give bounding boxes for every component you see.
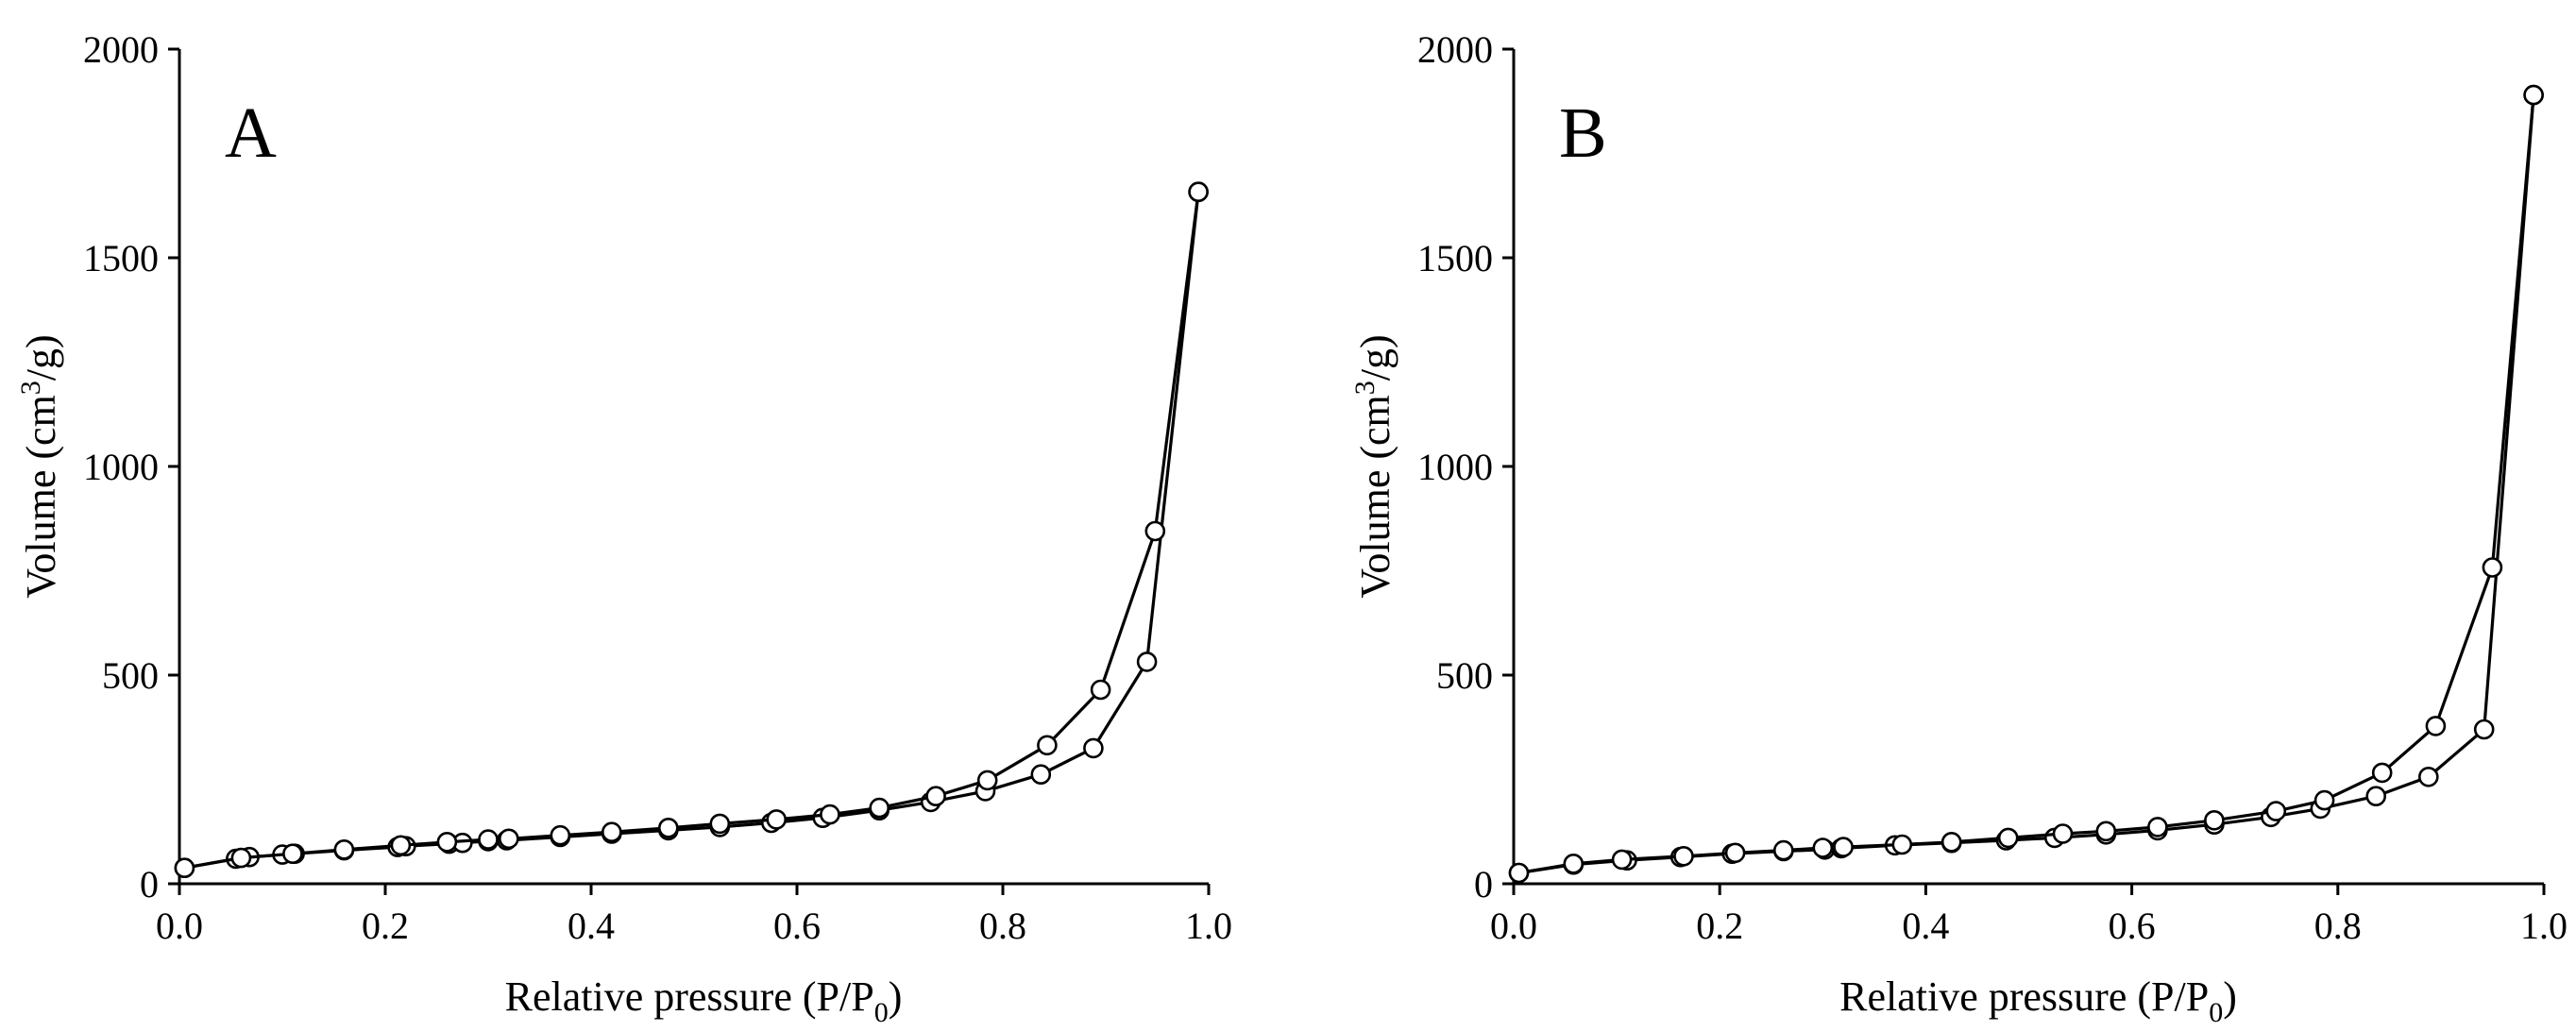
y-axis-title-superscript: 3	[15, 381, 46, 395]
x-tick-label: 0.6	[773, 905, 821, 947]
y-tick-label: 1000	[1417, 446, 1493, 488]
adsorption-data-point	[1030, 764, 1052, 786]
desorption-data-point	[2482, 557, 2503, 578]
y-axis-title-close: /g)	[1352, 334, 1398, 381]
desorption-data-point	[1812, 837, 1834, 858]
desorption-data-point	[2313, 789, 2335, 811]
desorption-data-point	[478, 829, 499, 850]
desorption-data-point	[174, 857, 195, 879]
desorption-data-point	[1833, 837, 1854, 857]
y-axis-title-close: /g)	[18, 334, 64, 381]
desorption-data-point	[976, 770, 998, 791]
adsorption-data-point	[2473, 719, 2495, 740]
y-tick-label: 2000	[83, 28, 159, 71]
desorption-data-point	[2095, 821, 2117, 842]
y-tick-label: 0	[140, 863, 159, 905]
desorption-data-point	[2147, 817, 2168, 837]
desorption-data-point	[766, 809, 788, 830]
y-axis-title-text: Volume (cm	[1352, 395, 1398, 599]
y-tick-label: 2000	[1417, 28, 1493, 71]
x-axis-title-close: )	[889, 973, 903, 1020]
desorption-data-point	[1090, 679, 1111, 701]
desorption-data-point	[1144, 520, 1166, 542]
x-tick-label: 0.0	[156, 905, 203, 947]
desorption-data-point	[436, 831, 458, 853]
desorption-data-point	[1724, 842, 1746, 864]
desorption-data-point	[282, 843, 303, 865]
x-tick-label: 0.8	[979, 905, 1026, 947]
desorption-data-point	[230, 847, 252, 869]
y-axis-title-superscript: 3	[1349, 381, 1381, 395]
x-tick-label: 1.0	[2520, 905, 2568, 947]
desorption-data-point	[1563, 853, 1585, 874]
adsorption-data-point	[2418, 766, 2439, 787]
desorption-data-point	[2204, 809, 2225, 831]
adsorption-data-point	[2365, 786, 2386, 807]
desorption-data-point	[2371, 762, 2393, 784]
desorption-data-point	[2425, 716, 2447, 736]
x-axis-title-text: Relative pressure (P/P	[1839, 973, 2209, 1020]
desorption-branch-line	[1518, 94, 2535, 875]
y-tick-label: 1000	[83, 446, 159, 488]
desorption-data-point	[1997, 827, 2019, 849]
desorption-data-point	[1673, 845, 1694, 867]
desorption-data-point	[1037, 735, 1058, 756]
desorption-data-point	[550, 824, 571, 846]
desorption-data-point	[1891, 834, 1913, 855]
desorption-data-point	[869, 797, 890, 819]
x-tick-label: 0.6	[2109, 905, 2156, 947]
x-axis-title-subscript: 0	[2209, 997, 2223, 1028]
x-tick-label: 0.4	[568, 905, 615, 947]
chart-panel-a: 0 500 1000 1500 2000 0.0 0.2 0.4 0.6 0.8 1.0 Relati…	[15, 28, 1232, 1028]
y-axis-title: Volume (cm3/g)	[1349, 334, 1398, 598]
panel-label: B	[1559, 93, 1607, 173]
y-tick-label: 0	[1474, 863, 1493, 905]
panel-label: A	[225, 93, 277, 173]
desorption-data-point	[498, 828, 519, 850]
desorption-data-point	[1188, 181, 1209, 202]
desorption-data-point	[925, 786, 946, 807]
desorption-data-point	[1611, 849, 1633, 871]
y-tick-label: 1500	[1417, 237, 1493, 279]
y-axis-title: Volume (cm3/g)	[15, 334, 64, 598]
desorption-data-point	[1508, 862, 1530, 884]
x-tick-label: 0.2	[1696, 905, 1743, 947]
chart-panel-b: 0 500 1000 1500 2000 0.0 0.2 0.4 0.6 0.8 1.0 Relati…	[1349, 28, 2568, 1028]
desorption-data-point	[333, 838, 355, 860]
y-tick-label: 500	[1436, 654, 1493, 697]
x-axis-title: Relative pressure (P/P0)	[1839, 973, 2237, 1028]
desorption-data-point	[820, 804, 840, 825]
adsorption-data-point	[1083, 737, 1104, 759]
desorption-data-point	[1773, 839, 1794, 861]
desorption-data-point	[2052, 823, 2074, 844]
x-axis-title-subscript: 0	[874, 997, 889, 1028]
adsorption-branch-line	[1518, 94, 2535, 875]
desorption-data-point	[2523, 84, 2544, 106]
desorption-data-point	[601, 821, 622, 843]
desorption-data-point	[657, 817, 679, 838]
desorption-data-point	[709, 813, 731, 835]
x-tick-label: 0.4	[1902, 905, 1949, 947]
adsorption-data-point	[1136, 651, 1158, 672]
x-tick-label: 0.0	[1490, 905, 1537, 947]
y-tick-label: 1500	[83, 237, 159, 279]
x-axis-title-text: Relative pressure (P/P	[505, 973, 874, 1020]
x-axis-title: Relative pressure (P/P0)	[505, 973, 903, 1028]
y-tick-label: 500	[102, 654, 159, 697]
desorption-data-point	[1940, 831, 1962, 853]
x-tick-label: 1.0	[1185, 905, 1232, 947]
x-tick-label: 0.8	[2314, 905, 2362, 947]
x-axis-title-close: )	[2223, 973, 2237, 1020]
y-axis-title-text: Volume (cm	[18, 395, 64, 599]
desorption-data-point	[390, 835, 412, 856]
x-tick-label: 0.2	[362, 905, 409, 947]
desorption-data-point	[2265, 801, 2287, 821]
